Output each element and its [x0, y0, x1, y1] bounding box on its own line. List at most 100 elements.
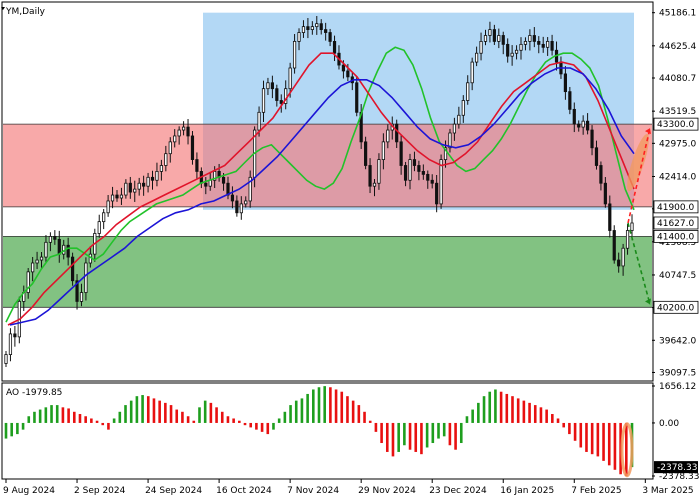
candle-body — [181, 126, 186, 131]
time-tick-label: 3 Mar 2025 — [642, 486, 693, 496]
candle-body — [4, 354, 8, 364]
candle-body — [599, 165, 603, 184]
candle-body — [319, 23, 323, 30]
ao-bar — [397, 422, 400, 452]
ao-bar — [146, 396, 150, 423]
candle-body — [457, 114, 461, 125]
price-tick-label: 39642.0 — [659, 336, 696, 346]
candle-body — [124, 182, 128, 196]
price-label-box — [653, 230, 699, 243]
candle-body — [519, 43, 523, 51]
candle-body — [97, 221, 101, 234]
ao-bar — [528, 402, 531, 423]
ao-bar — [420, 422, 423, 455]
ao-bar — [556, 418, 560, 423]
candle-body — [448, 132, 452, 149]
candle-body — [173, 135, 177, 143]
candle-body — [461, 100, 465, 116]
ao-bar — [21, 422, 25, 430]
ao-bar — [573, 422, 577, 441]
candle-body — [537, 41, 541, 45]
ao-bar — [323, 386, 326, 423]
price-axis: 45186.1 44625.4 44080.7 43519.5 42975.0 42414… — [652, 9, 696, 378]
candle-body — [288, 67, 292, 90]
candle-body — [355, 82, 359, 113]
candle-body — [230, 194, 235, 202]
ao-bar — [465, 416, 469, 423]
ao-bar — [488, 391, 492, 423]
candle-body — [248, 176, 252, 202]
candle-body — [306, 26, 310, 30]
candle-body — [137, 182, 141, 190]
ao-bar — [50, 405, 53, 423]
candle-body — [426, 173, 430, 181]
candle-body — [213, 171, 217, 181]
ao-bar — [27, 416, 31, 423]
ao-bar — [607, 422, 611, 466]
ao-bar — [101, 422, 105, 426]
ao-bar — [266, 422, 270, 435]
ao-bar — [67, 408, 70, 423]
candle-body — [572, 108, 576, 125]
ao-bar — [306, 393, 309, 423]
ao-bar — [471, 409, 474, 423]
ao-bar — [499, 391, 503, 423]
ao-bar — [277, 418, 281, 423]
candle-body — [221, 176, 226, 184]
ao-bar — [351, 400, 355, 423]
title-marker-icon — [1, 7, 5, 10]
candle-body — [150, 176, 155, 181]
ao-bar — [414, 422, 418, 452]
candle-body — [399, 141, 403, 166]
price-tick-label: 44625.4 — [659, 42, 696, 52]
price-tick-label: 39097.5 — [659, 368, 696, 378]
candle-body — [142, 182, 146, 187]
candle-body — [48, 236, 52, 243]
candle-body — [341, 64, 346, 72]
candle-body — [106, 200, 110, 214]
ao-tick-label: -2378.33 — [659, 472, 699, 482]
zones-layer — [3, 12, 652, 308]
candle-body — [395, 123, 399, 143]
candle-body — [403, 165, 408, 181]
candle-body — [186, 126, 190, 137]
ao-current-box — [654, 461, 698, 474]
ma-slow-line — [9, 67, 635, 326]
ao-bar — [448, 422, 452, 446]
ao-bar — [44, 407, 48, 423]
candle-body — [506, 43, 510, 57]
time-tick-label: 9 Aug 2024 — [3, 486, 55, 496]
ao-bar — [494, 389, 497, 423]
candle-body — [501, 35, 505, 45]
candle-body — [115, 194, 119, 199]
candle-body — [235, 200, 239, 214]
price-tick-label: 43519.5 — [659, 107, 696, 117]
ao-bar — [317, 387, 321, 423]
candle-body — [133, 188, 137, 193]
price-tick-label: 45186.1 — [659, 9, 696, 19]
ao-bar — [602, 422, 605, 461]
ao-bar — [55, 405, 59, 423]
ao-bar — [329, 387, 332, 423]
candle-body — [284, 88, 288, 104]
candle-body — [483, 35, 488, 42]
candle-body — [119, 194, 124, 199]
candle-body — [594, 147, 599, 166]
ao-bar — [4, 422, 8, 439]
ao-bar — [232, 418, 235, 423]
candle-body — [279, 100, 283, 104]
ao-bar — [431, 422, 435, 444]
candle-body — [475, 52, 479, 63]
candle-body — [452, 123, 457, 134]
candle-body — [612, 230, 616, 261]
candle-body — [244, 200, 248, 205]
candle-body — [377, 159, 381, 184]
candle-body — [266, 82, 270, 90]
ao-bar — [112, 418, 116, 423]
price-labels-layer: 43300.0 41900.0 41627.0 41400.0 40200.0 — [653, 117, 699, 314]
candle-body — [75, 280, 79, 302]
candle-body — [577, 123, 581, 128]
ao-bar — [249, 422, 253, 428]
candle-body — [466, 82, 470, 101]
